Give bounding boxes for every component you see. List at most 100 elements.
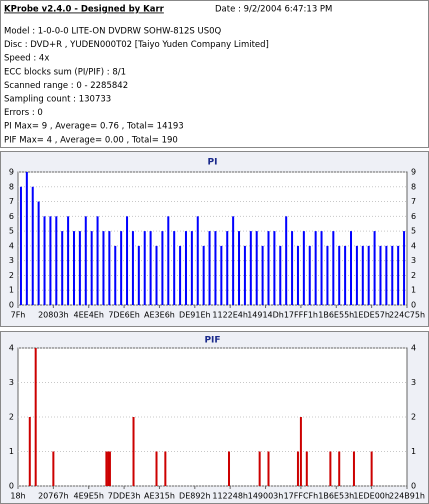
bar <box>220 245 223 305</box>
bar <box>214 231 217 305</box>
bar <box>249 231 252 305</box>
bar <box>167 216 170 305</box>
x-tick-label: DE892h <box>179 492 211 501</box>
info-line: PIF Max= 4 , Average= 0.00 , Total= 190 <box>4 135 178 145</box>
y-tick-label: 3 <box>9 378 14 387</box>
y2-tick-label: 2 <box>411 413 416 422</box>
y2-tick-label: 4 <box>411 241 416 250</box>
y2-tick-label: 6 <box>411 212 416 221</box>
bar <box>379 245 382 305</box>
bar <box>149 231 152 305</box>
y-tick-label: 0 <box>9 482 14 491</box>
info-line: Model : 1-0-0-0 LITE-ON DVDRW SOHW-812S … <box>4 27 222 37</box>
x-tick-label: 17FFCFh <box>284 492 319 501</box>
y2-tick-label: 0 <box>411 301 416 310</box>
y-tick-label: 2 <box>9 413 14 422</box>
bar <box>232 216 235 305</box>
y-tick-label: 4 <box>9 241 14 250</box>
x-tick-label: 18h <box>10 492 25 501</box>
bar <box>190 231 193 305</box>
bar <box>238 231 241 305</box>
y-tick-label: 6 <box>9 212 14 221</box>
info-panel <box>0 0 429 148</box>
bar <box>299 417 302 486</box>
bar <box>296 451 299 486</box>
x-tick-label: 1EDE57h <box>353 311 390 320</box>
bar <box>391 245 394 305</box>
bar <box>37 201 40 305</box>
bar <box>344 245 347 305</box>
x-tick-label: 1122E4h <box>212 311 248 320</box>
bar <box>90 231 93 305</box>
bar <box>226 231 229 305</box>
x-tick-label: 224B91h <box>389 492 425 501</box>
bar <box>19 186 22 305</box>
bar <box>155 451 158 486</box>
bar <box>314 231 317 305</box>
bar <box>267 231 270 305</box>
x-tick-label: 7DE6Eh <box>108 311 140 320</box>
bar <box>105 451 108 486</box>
x-tick-label: 4E9E5h <box>74 492 104 501</box>
y2-tick-label: 3 <box>411 256 416 265</box>
bar <box>78 231 81 305</box>
x-tick-label: 1B6E53h <box>318 492 354 501</box>
bar <box>31 186 34 305</box>
bar <box>350 231 353 305</box>
bar <box>302 231 305 305</box>
bar <box>373 231 376 305</box>
bar <box>279 245 282 305</box>
bar <box>179 245 182 305</box>
bar <box>34 348 37 486</box>
x-tick-label: AE315h <box>144 492 175 501</box>
bar <box>137 245 140 305</box>
bar <box>196 216 199 305</box>
bar <box>329 451 332 486</box>
bar <box>261 245 264 305</box>
bar <box>108 451 111 486</box>
info-line: Speed : 4x <box>4 54 49 64</box>
info-line: Scanned range : 0 - 2285842 <box>4 81 128 91</box>
chart-title: PI <box>208 158 218 168</box>
bar <box>326 245 329 305</box>
bar <box>361 245 364 305</box>
bar <box>161 231 164 305</box>
x-tick-label: 7DDE3h <box>108 492 141 501</box>
bar <box>173 231 176 305</box>
x-tick-label: 224C75h <box>389 311 425 320</box>
bar <box>367 245 370 305</box>
y-tick-label: 0 <box>9 301 14 310</box>
info-line: PI Max= 9 , Average= 0.76 , Total= 14193 <box>4 122 184 132</box>
bar <box>55 216 58 305</box>
y2-tick-label: 1 <box>411 447 416 456</box>
bar <box>114 245 117 305</box>
bar <box>164 451 167 486</box>
bar <box>120 231 123 305</box>
y-tick-label: 3 <box>9 256 14 265</box>
plot-area <box>17 171 408 306</box>
y2-tick-label: 1 <box>411 286 416 295</box>
bar <box>385 245 388 305</box>
bar <box>370 451 373 486</box>
bar <box>338 245 341 305</box>
x-tick-label: 112248h <box>212 492 248 501</box>
y2-tick-label: 4 <box>411 344 416 353</box>
bar <box>61 231 64 305</box>
bar <box>332 231 335 305</box>
x-tick-label: 149003h <box>248 492 284 501</box>
bar <box>131 231 134 305</box>
x-tick-label: 20803h <box>38 311 69 320</box>
bar <box>102 231 105 305</box>
bar <box>258 451 261 486</box>
bar <box>403 231 406 305</box>
bar <box>397 245 400 305</box>
bar <box>338 451 341 486</box>
bar <box>267 451 270 486</box>
bar <box>49 216 52 305</box>
x-tick-label: 4EE4Eh <box>74 311 104 320</box>
bar <box>285 216 288 305</box>
scan-date: Date : 9/2/2004 6:47:13 PM <box>215 5 332 15</box>
x-tick-label: 1EDE00h <box>353 492 390 501</box>
y2-tick-label: 7 <box>411 197 416 206</box>
